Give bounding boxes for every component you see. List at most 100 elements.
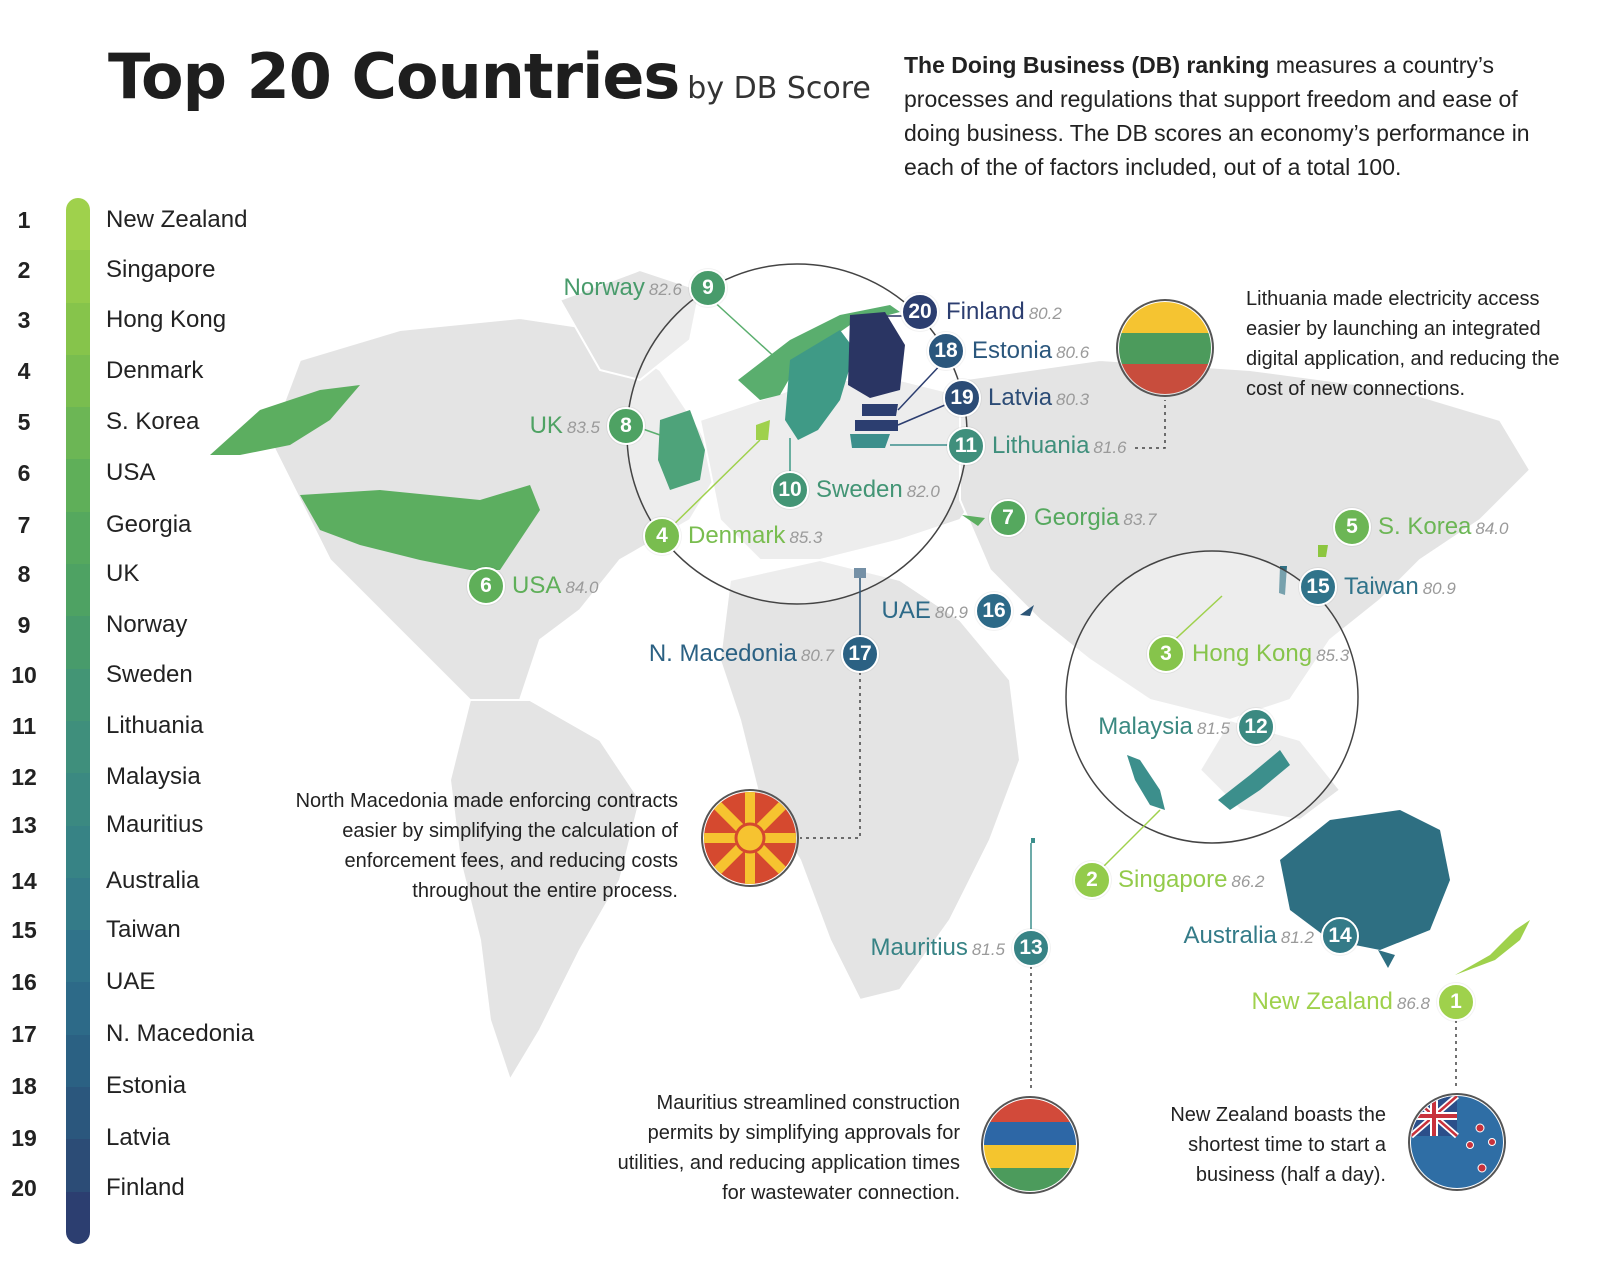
- rank-row: 17 N. Macedonia: [0, 1019, 300, 1049]
- title-sub: by DB Score: [687, 71, 871, 106]
- country-lithuania: [850, 434, 890, 448]
- rank-color-segment: [66, 825, 90, 878]
- country-map-label: Latvia 80.3: [988, 383, 1089, 415]
- map-label-score: 81.5: [1196, 719, 1230, 738]
- title-main: Top 20 Countries: [108, 40, 680, 113]
- map-label-score: 80.7: [800, 646, 834, 665]
- country-tasmania: [1378, 950, 1395, 968]
- country-map-label: Finland 80.2: [946, 297, 1062, 329]
- country-n-macedonia: [854, 568, 866, 578]
- rank-row: 19 Latvia: [0, 1123, 300, 1153]
- map-label-name: Finland: [946, 298, 1025, 325]
- rank-color-segment: [66, 407, 90, 460]
- note-newzealand: New Zealand boasts the shortest time to …: [1170, 1104, 1386, 1186]
- rank-badge: 20: [901, 293, 939, 331]
- rank-number: 2: [17, 257, 31, 283]
- rank-badge: 4: [643, 517, 681, 555]
- map-label-score: 85.3: [789, 528, 823, 547]
- rank-row: 2 Singapore: [0, 255, 300, 285]
- rank-row: 6 USA: [0, 458, 300, 488]
- map-label-name: Singapore: [1118, 866, 1228, 893]
- rank-color-segment: [66, 1087, 90, 1140]
- rank-badge: 17: [841, 635, 879, 673]
- map-label-score: 81.5: [971, 940, 1005, 959]
- country-map-label: Hong Kong 85.3: [1192, 639, 1349, 671]
- country-latvia: [855, 420, 898, 431]
- map-label-name: Australia: [1183, 922, 1277, 949]
- intro-bold: The Doing Business (DB) ranking: [904, 52, 1270, 78]
- rank-badge: 11: [947, 427, 985, 465]
- rank-number: 8: [17, 561, 31, 587]
- dots-macedonia: [800, 672, 861, 839]
- rank-number: 14: [11, 868, 37, 894]
- country-taiwan: [1279, 566, 1287, 595]
- map-label-score: 86.2: [1231, 872, 1265, 891]
- rank-number: 3: [17, 307, 31, 333]
- rank-number: 18: [11, 1073, 37, 1099]
- rank-number: 7: [17, 512, 31, 538]
- map-label-score: 82.6: [648, 280, 682, 299]
- land-masses: [268, 268, 1532, 1083]
- rank-country-name: Malaysia: [106, 763, 201, 790]
- country-map-label: Singapore 86.2: [1118, 865, 1265, 897]
- country-map-label: S. Korea 84.0: [1378, 512, 1508, 544]
- land-south-america: [448, 699, 642, 1083]
- map-label-name: New Zealand: [1251, 988, 1393, 1015]
- rank-country-name: Lithuania: [106, 712, 204, 739]
- rank-row: 14 Australia: [0, 866, 300, 896]
- rank-color-segment: [66, 982, 90, 1035]
- rank-number: 19: [11, 1125, 37, 1151]
- rank-country-name: Australia: [106, 867, 200, 894]
- rank-number: 17: [11, 1021, 37, 1047]
- rank-badge: 9: [689, 269, 727, 307]
- rank-row: 11 Lithuania: [0, 711, 300, 741]
- north-macedonia-flag-icon: [701, 789, 799, 887]
- map-label-name: Lithuania: [992, 432, 1090, 459]
- country-uae: [1020, 605, 1034, 616]
- rank-badge: 3: [1147, 635, 1185, 673]
- rank-badge: 1: [1437, 983, 1475, 1021]
- rank-row: 16 UAE: [0, 967, 300, 997]
- mauritius-flag-icon: [981, 1096, 1079, 1194]
- country-estonia: [862, 404, 898, 416]
- rank-color-segment: [66, 1191, 90, 1244]
- line-denmark: [661, 439, 761, 537]
- rank-color-segment: [66, 1034, 90, 1088]
- rank-country-name: Denmark: [106, 357, 204, 384]
- rank-country-name: Hong Kong: [106, 306, 227, 333]
- rank-number: 13: [11, 812, 37, 838]
- rank-row: 13 Mauritius: [0, 810, 300, 840]
- rank-number: 11: [11, 713, 37, 739]
- map-label-name: Malaysia: [1098, 713, 1193, 740]
- country-map-label: UAE 80.9: [882, 596, 968, 628]
- line-latvia: [897, 404, 946, 426]
- rank-row: 10 Sweden: [0, 660, 300, 690]
- map-label-score: 80.9: [934, 603, 968, 622]
- country-malaysia-borneo: [1218, 750, 1290, 810]
- rank-color-segment: [66, 773, 90, 826]
- rank-country-name: Finland: [106, 1174, 185, 1201]
- rank-color-segment: [66, 459, 90, 512]
- rank-row: 8 UK: [0, 559, 300, 589]
- page-title: Top 20 Countries by DB Score: [108, 40, 871, 113]
- map-label-name: Denmark: [688, 522, 786, 549]
- rank-country-name: Georgia: [106, 511, 192, 538]
- country-denmark: [756, 420, 770, 440]
- rank-row: 5 S. Korea: [0, 407, 300, 437]
- country-map-label: Mauritius 81.5: [871, 933, 1005, 965]
- rank-number: 4: [17, 358, 31, 384]
- line-norway: [709, 297, 781, 363]
- rank-badge: 6: [467, 567, 505, 605]
- intro-text: The Doing Business (DB) ranking measures…: [904, 48, 1574, 184]
- rank-row: 12 Malaysia: [0, 762, 300, 792]
- rank-country-name: N. Macedonia: [106, 1020, 255, 1047]
- rank-number: 5: [17, 409, 31, 435]
- map-label-name: S. Korea: [1378, 513, 1472, 540]
- new-zealand-flag-icon: [1408, 1093, 1506, 1191]
- country-malaysia-peninsula: [1127, 755, 1165, 810]
- rank-color-segment: [66, 250, 90, 303]
- country-map-label: Denmark 85.3: [688, 521, 822, 553]
- map-label-score: 82.0: [906, 482, 940, 501]
- line-estonia: [897, 359, 946, 411]
